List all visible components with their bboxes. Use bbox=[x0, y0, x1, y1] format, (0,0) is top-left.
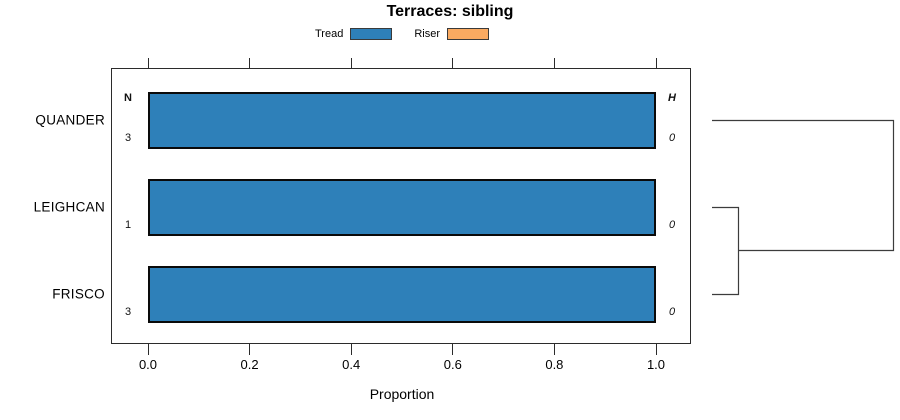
y-axis-category-label: LEIGHCAN bbox=[33, 199, 105, 215]
bar-tread-leighcan bbox=[148, 178, 656, 236]
chart-legend: Tread Riser bbox=[315, 28, 489, 40]
n-value: 3 bbox=[124, 132, 132, 144]
legend-label-tread: Tread bbox=[315, 28, 344, 40]
x-axis-tick-label: 0.2 bbox=[240, 357, 259, 372]
n-value: 3 bbox=[124, 306, 132, 318]
x-axis-tick-bottom bbox=[655, 344, 657, 355]
x-axis-tick-bottom bbox=[553, 344, 555, 355]
x-axis-tick-top bbox=[249, 58, 251, 68]
x-axis-tick-top bbox=[452, 58, 454, 68]
y-axis-category-label: QUANDER bbox=[35, 112, 105, 128]
legend-item-riser: Riser bbox=[414, 28, 489, 40]
bar-tread-frisco bbox=[148, 265, 656, 323]
n-column-header: N bbox=[124, 92, 132, 104]
x-axis-tick-label: 1.0 bbox=[646, 357, 666, 372]
legend-item-tread: Tread bbox=[315, 28, 393, 40]
x-axis-tick-label: 0.0 bbox=[138, 357, 158, 372]
riser-color-swatch bbox=[447, 28, 489, 40]
x-axis-tick-top bbox=[147, 58, 149, 68]
x-axis-title: Proportion bbox=[369, 386, 435, 402]
chart-title: Terraces: sibling bbox=[386, 3, 514, 20]
legend-label-riser: Riser bbox=[414, 28, 440, 40]
y-axis-category-label: FRISCO bbox=[52, 286, 105, 302]
bar-tread-quander bbox=[148, 91, 656, 149]
n-value: 1 bbox=[124, 219, 132, 231]
dendrogram-inner-join bbox=[712, 206, 740, 296]
x-axis-tick-label: 0.6 bbox=[443, 357, 462, 372]
x-axis-tick-top bbox=[655, 58, 657, 68]
x-axis-tick-bottom bbox=[350, 344, 352, 355]
h-value: 0 bbox=[668, 306, 676, 318]
x-axis-tick-bottom bbox=[249, 344, 251, 355]
x-axis-tick-label: 0.4 bbox=[342, 357, 361, 372]
x-axis-tick-bottom bbox=[452, 344, 454, 355]
x-axis-tick-top bbox=[553, 58, 555, 68]
h-value: 0 bbox=[668, 132, 676, 144]
tread-color-swatch bbox=[350, 28, 393, 40]
x-axis-tick-bottom bbox=[147, 344, 149, 355]
h-column-header: H bbox=[668, 92, 676, 104]
x-axis-tick-top bbox=[350, 58, 352, 68]
x-axis-tick-label: 0.8 bbox=[545, 357, 564, 372]
dendrogram-outer-join bbox=[712, 119, 895, 252]
h-value: 0 bbox=[668, 219, 676, 231]
